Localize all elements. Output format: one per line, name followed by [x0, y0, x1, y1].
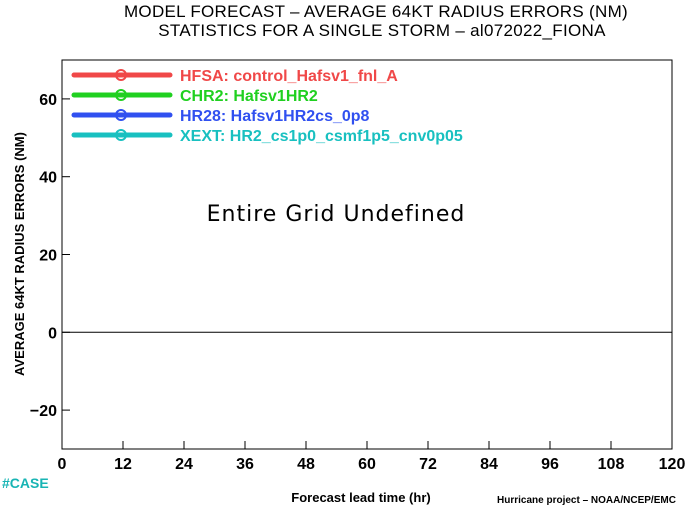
y-tick-label: 40 [39, 170, 57, 187]
case-label: #CASE [2, 475, 49, 491]
x-tick-label: 108 [598, 456, 625, 473]
x-tick-label: 0 [58, 456, 67, 473]
x-tick-label: 120 [659, 456, 686, 473]
x-tick-label: 96 [541, 456, 559, 473]
x-tick-label: 72 [419, 456, 437, 473]
y-tick-label: 20 [39, 248, 57, 265]
legend: HFSA: control_Hafsv1_fnl_A CHR2: Hafsv1HR… [71, 68, 463, 145]
x-axis-label: Forecast lead time (hr) [291, 490, 430, 505]
x-tick-label: 48 [297, 456, 315, 473]
y-tick-label: 60 [39, 92, 57, 109]
legend-marker [115, 89, 127, 101]
x-tick-label: 84 [480, 456, 498, 473]
axes-layer: 0 12 24 36 48 60 72 84 96 108 120 −20 0 20 40 60 [30, 92, 686, 473]
y-tick-label: −20 [30, 403, 57, 420]
x-tick-label: 60 [358, 456, 376, 473]
chart-title-line2: STATISTICS FOR A SINGLE STORM – al072022… [158, 21, 606, 40]
x-tick-label: 24 [175, 456, 193, 473]
legend-label: HFSA: control_Hafsv1_fnl_A [180, 68, 398, 85]
legend-marker [115, 109, 127, 121]
legend-marker [115, 69, 127, 81]
legend-label: HR28: Hafsv1HR2cs_0p8 [180, 108, 370, 125]
legend-marker [115, 129, 127, 141]
y-axis-label: AVERAGE 64KT RADIUS ERRORS (NM) [12, 132, 27, 376]
legend-label: CHR2: Hafsv1HR2 [180, 88, 318, 105]
legend-label: XEXT: HR2_cs1p0_csmf1p5_cnv0p05 [180, 128, 463, 145]
chart-title-line1: MODEL FORECAST – AVERAGE 64KT RADIUS ERR… [124, 2, 628, 21]
center-message: Entire Grid Undefined [207, 202, 466, 227]
credit-text: Hurricane project – NOAA/NCEP/EMC [497, 495, 676, 506]
x-tick-label: 12 [114, 456, 132, 473]
x-tick-label: 36 [236, 456, 254, 473]
y-tick-label: 0 [48, 325, 57, 342]
